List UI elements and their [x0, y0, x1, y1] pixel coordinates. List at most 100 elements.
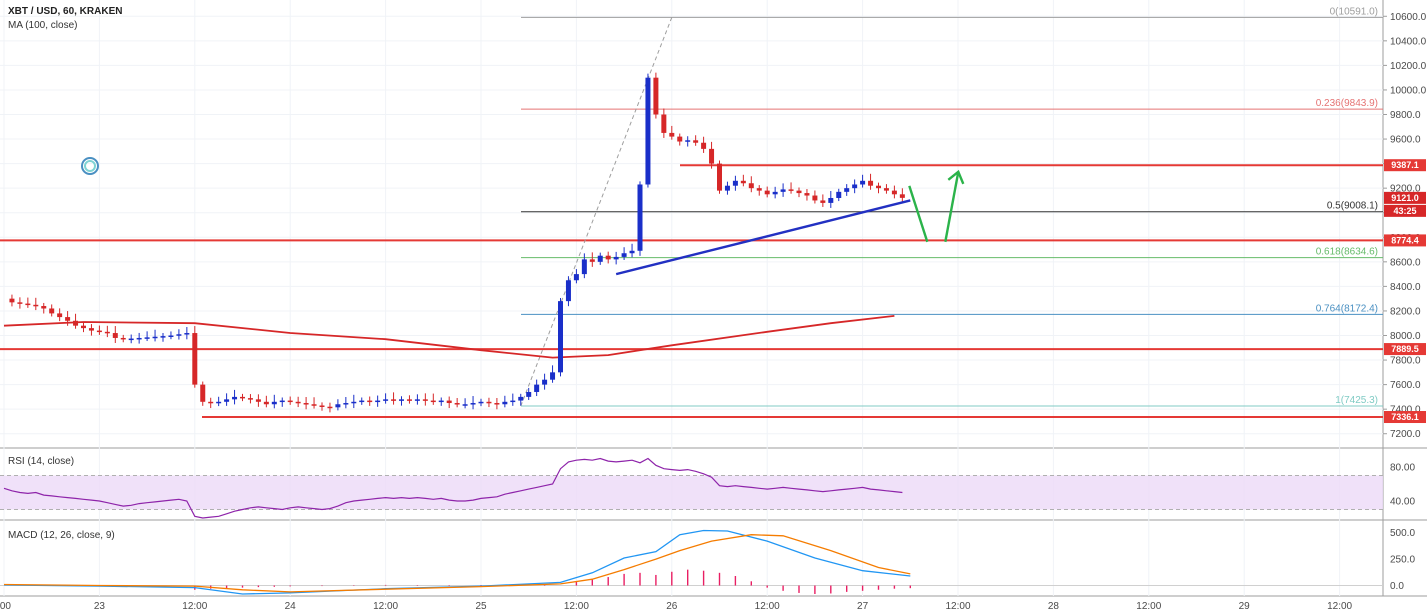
candle-body: [438, 400, 444, 403]
up-arrow-head: [947, 169, 965, 185]
candle-body: [605, 255, 611, 260]
candle-body: [478, 401, 484, 404]
candle-body: [73, 320, 79, 326]
current-price-label: 43:25: [1393, 206, 1416, 216]
y-tick-label: 8200.0: [1390, 306, 1421, 317]
x-tick-label: 12:00: [564, 601, 589, 612]
candle-body: [319, 405, 325, 407]
candle-body: [120, 337, 126, 340]
candle-body: [502, 401, 508, 405]
candle-body: [653, 77, 659, 115]
fib-level-label: 1(7425.3): [1335, 395, 1378, 406]
candle-body: [701, 142, 707, 149]
candle-body: [327, 406, 333, 409]
candle-body: [279, 400, 285, 403]
candle-body: [526, 391, 532, 397]
candle-body: [176, 334, 182, 336]
candle-body: [271, 401, 277, 405]
candlesticks: [9, 72, 905, 413]
candle-body: [883, 188, 889, 191]
chart-symbol-title: XBT / USD, 60, KRAKEN: [8, 6, 122, 17]
candle-body: [565, 280, 571, 302]
current-price-label: 9121.0: [1391, 193, 1419, 203]
x-tick-label: 24: [285, 601, 297, 612]
x-tick-label: 12:00: [1136, 601, 1161, 612]
candle-body: [597, 255, 603, 262]
y-tick-label: 7600.0: [1390, 380, 1421, 391]
level-price-label: 9387.1: [1391, 160, 1419, 170]
candle-body: [589, 259, 595, 262]
y-tick-label: 7400.0: [1390, 405, 1421, 416]
candle-body: [49, 308, 55, 314]
candle-body: [17, 302, 23, 304]
candle-body: [184, 333, 190, 335]
level-price-tag: [1384, 343, 1426, 356]
candle-body: [232, 396, 238, 400]
candle-body: [454, 403, 460, 405]
moving-average: [3, 315, 895, 359]
candle-body: [717, 163, 722, 191]
candle-body: [263, 401, 269, 405]
x-tick-label: 26: [666, 601, 678, 612]
level-price-label: 7889.5: [1391, 344, 1419, 354]
fib-level-label: 0.618(8634.6): [1316, 247, 1378, 258]
rsi-overbought-oversold-band: [0, 475, 1383, 510]
candle-body: [581, 259, 587, 275]
candle-body: [255, 399, 261, 402]
up-arrow-stroke: [944, 171, 960, 243]
x-tick-label: 27: [857, 601, 869, 612]
candle-body: [144, 337, 150, 339]
candle-body: [399, 399, 404, 401]
macd-tick-label: 0.0: [1390, 581, 1404, 592]
candle-body: [621, 253, 627, 257]
macd-tick-label: 250.0: [1390, 555, 1415, 566]
candle-body: [359, 400, 365, 403]
candle-body: [224, 399, 230, 402]
current-price-tag: [1384, 204, 1426, 217]
circle-drawing-icon[interactable]: [81, 157, 99, 175]
candle-body: [836, 191, 842, 198]
candle-body: [430, 400, 436, 403]
candle-body: [446, 400, 452, 404]
fib-level-label: 0.764(8172.4): [1316, 303, 1378, 314]
candle-body: [534, 384, 540, 392]
candle-body: [112, 333, 118, 338]
macd-series: [0, 529, 1383, 595]
rsi-pane-title[interactable]: RSI (14, close): [8, 456, 74, 467]
candle-body: [88, 328, 94, 331]
macd-pane-title[interactable]: MACD (12, 26, close, 9): [8, 530, 115, 541]
rsi-tick-label: 80.00: [1390, 463, 1415, 474]
down-arrow-stroke: [908, 185, 929, 243]
level-price-tag: [1384, 411, 1426, 424]
horizontal-levels: [0, 164, 1383, 419]
candle-body: [57, 313, 63, 318]
candle-body: [876, 185, 881, 189]
price-tags: 9387.1 8774.4 7889.5 7336.1 9121.0 43:25: [1384, 159, 1426, 424]
candle-body: [96, 330, 102, 333]
candle-body: [891, 190, 897, 195]
candle-body: [311, 404, 317, 406]
ma100-line: [3, 315, 895, 359]
rsi-series: [3, 457, 903, 519]
candle-body: [573, 274, 579, 281]
candle-body: [406, 399, 412, 401]
candle-body: [852, 184, 858, 189]
candle-body: [65, 317, 71, 321]
candle-body: [645, 77, 651, 185]
trend-annotations: [615, 169, 965, 276]
x-tick-label: 12:00: [1327, 601, 1352, 612]
candle-body: [748, 183, 754, 189]
y-tick-label: 7800.0: [1390, 356, 1421, 367]
candle-body: [192, 333, 198, 385]
x-tick-label: :00: [0, 601, 11, 612]
x-tick-label: 12:00: [182, 601, 207, 612]
x-tick-label: 23: [94, 601, 106, 612]
fib-level-label: 0(10591.0): [1330, 6, 1378, 17]
ma-indicator-label[interactable]: MA (100, close): [8, 20, 77, 31]
candle-body: [804, 193, 810, 196]
candle-body: [200, 384, 206, 402]
candle-body: [33, 304, 39, 307]
candle-body: [772, 191, 778, 195]
candle-body: [693, 140, 699, 143]
